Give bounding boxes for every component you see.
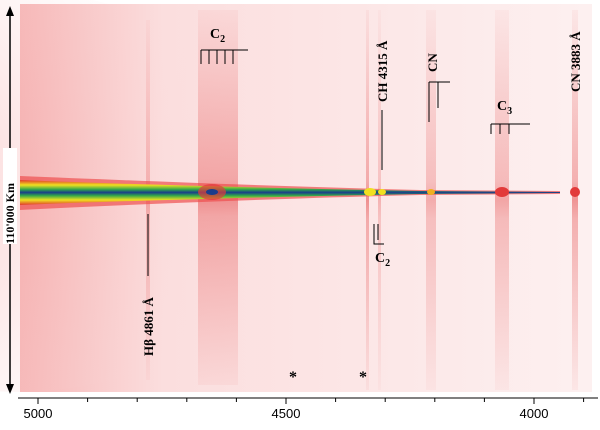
tick-label-4500: 4500 [272, 406, 301, 421]
minor-ticks [37, 398, 585, 402]
ch-label: CH 4315 Å [375, 40, 390, 102]
continuum-core [20, 180, 560, 205]
star-marker-1: * [289, 369, 297, 386]
tick-label-4000: 4000 [520, 406, 549, 421]
c3-annotation: C3 [490, 99, 530, 134]
star-marker-2: * [359, 369, 367, 386]
c3-knot [495, 187, 509, 197]
c3-bracket [490, 123, 530, 134]
c2-top-bracket [200, 49, 248, 64]
c2-top-annotation: C2 [200, 27, 248, 64]
c3-label: C3 [497, 99, 512, 117]
cn-3883-band [572, 10, 578, 390]
c2-mid-annotation: C2 [373, 224, 390, 269]
spatial-scale: 110'000 Km [3, 6, 17, 394]
c2-knot-core [206, 189, 218, 195]
ch-knot [364, 188, 376, 196]
cn-knot [427, 189, 435, 195]
hbeta-label: Hβ 4861 Å [141, 297, 156, 356]
cn-band [426, 10, 436, 390]
ch-annotation: CH 4315 Å [375, 40, 390, 170]
c2-mid-label: C2 [375, 251, 390, 269]
cn-top-bracket [428, 81, 450, 122]
spectrum-image [0, 0, 592, 392]
wavelength-axis: 5000 4500 4000 [18, 397, 598, 421]
cn-3883-knot [570, 187, 580, 197]
cn-top-annotation: CN [425, 53, 450, 122]
scale-label-bg [3, 148, 17, 244]
c2-mid-bracket [373, 224, 384, 245]
arrow-up-icon [6, 6, 14, 16]
ch-knot-2 [378, 189, 386, 195]
tick-label-5000: 5000 [24, 406, 53, 421]
c3-band [495, 10, 509, 390]
cn-3883-annotation: CN 3883 Å [568, 31, 583, 92]
cn-top-label: CN [425, 53, 440, 72]
hbeta-annotation: Hβ 4861 Å [141, 214, 156, 356]
cn-3883-label: CN 3883 Å [568, 31, 583, 92]
c2-top-label: C2 [210, 27, 225, 45]
arrow-down-icon [6, 384, 14, 394]
ch-band [366, 10, 369, 390]
c2-mid-band [378, 10, 381, 390]
scale-label: 110'000 Km [3, 183, 17, 244]
